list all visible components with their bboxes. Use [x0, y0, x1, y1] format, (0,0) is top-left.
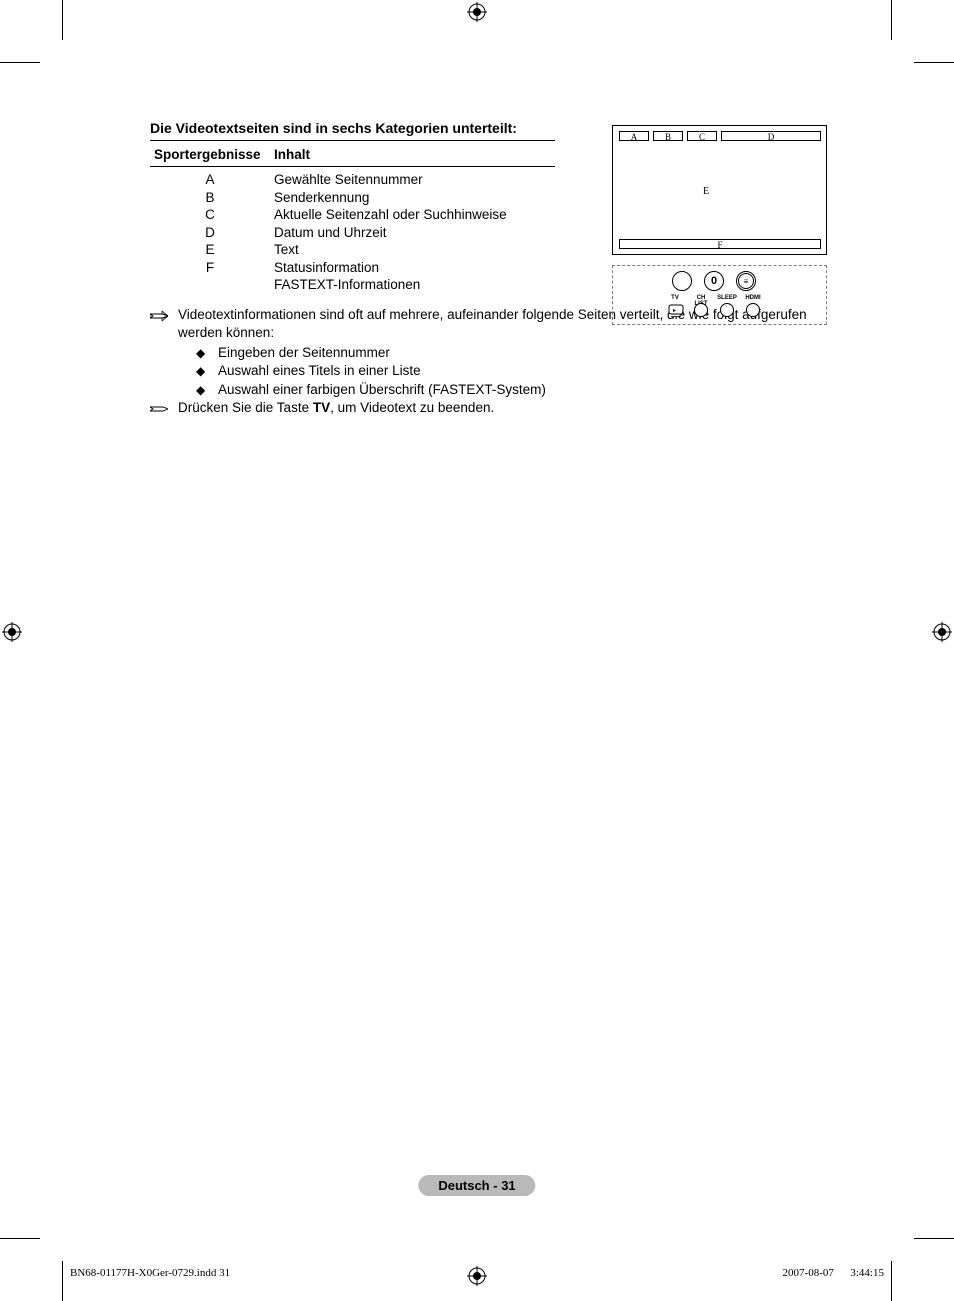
table-row: BSenderkennung — [150, 189, 555, 207]
remote-label-hdmi: HDMI — [742, 295, 764, 301]
page-number-badge: Deutsch - 31 — [418, 1175, 535, 1196]
note-item: Drücken Sie die Taste TV, um Videotext z… — [150, 399, 830, 419]
remote-label-tv: TV — [664, 295, 686, 301]
sub-text: Auswahl eines Titels in einer Liste — [218, 362, 421, 380]
table-row: FASTEXT-Informationen — [150, 276, 555, 294]
screen-layout-box: A B C D E F — [612, 125, 827, 255]
note-text: Drücken Sie die Taste TV, um Videotext z… — [178, 399, 830, 417]
cell-key: E — [150, 241, 270, 259]
cell-key — [150, 276, 270, 294]
crop-mark — [914, 1238, 954, 1239]
remote-button-teletext-icon: ≡ — [736, 271, 756, 291]
region-label-b: B — [653, 131, 683, 141]
region-label-e: E — [703, 186, 709, 197]
crop-mark — [62, 0, 63, 40]
crop-mark — [891, 1261, 892, 1301]
pointer-arrow-icon — [150, 399, 178, 419]
table-row: FStatusinformation — [150, 259, 555, 277]
table-row: EText — [150, 241, 555, 259]
cell-key: C — [150, 206, 270, 224]
cell-val: Aktuelle Seitenzahl oder Suchhinweise — [270, 206, 555, 224]
crop-mark — [914, 62, 954, 63]
diamond-bullet-icon: ◆ — [196, 344, 218, 361]
cell-key: A — [150, 167, 270, 189]
cell-val: Text — [270, 241, 555, 259]
table-row: DDatum und Uhrzeit — [150, 224, 555, 242]
remote-button-small — [720, 303, 734, 317]
remote-control-diagram: 0 ≡ TV CH LIST SLEEP HDMI — [612, 265, 827, 325]
cell-key: D — [150, 224, 270, 242]
categories-table: Sportergebnisse Inhalt AGewählte Seitenn… — [150, 143, 555, 294]
footer-timestamp: 2007-08-07 3:44:15 — [783, 1267, 884, 1279]
footer-filename: BN68-01177H-X0Ger-0729.indd 31 — [70, 1267, 230, 1279]
sub-item: ◆Auswahl einer farbigen Überschrift (FAS… — [196, 381, 830, 399]
table-header-col2: Inhalt — [270, 143, 555, 167]
region-label-a: A — [619, 131, 649, 141]
cell-key: B — [150, 189, 270, 207]
crop-mark — [891, 0, 892, 40]
sub-item: ◆Auswahl eines Titels in einer Liste — [196, 362, 830, 380]
region-label-f: F — [619, 239, 821, 249]
sub-item: ◆Eingeben der Seitennummer — [196, 344, 830, 362]
registration-mark-icon — [467, 2, 487, 22]
cell-key: F — [150, 259, 270, 277]
table-row: CAktuelle Seitenzahl oder Suchhinweise — [150, 206, 555, 224]
remote-button-zero: 0 — [704, 271, 724, 291]
table-row: AGewählte Seitennummer — [150, 167, 555, 189]
remote-button-small — [746, 303, 760, 317]
tv-key-bold: TV — [313, 400, 330, 415]
region-label-d: D — [721, 131, 821, 141]
crop-mark — [62, 1261, 63, 1301]
cell-val: FASTEXT-Informationen — [270, 276, 555, 294]
crop-mark — [0, 62, 40, 63]
crop-mark — [0, 1238, 40, 1239]
region-label-c: C — [687, 131, 717, 141]
cell-val: Senderkennung — [270, 189, 555, 207]
cell-val: Gewählte Seitennummer — [270, 167, 555, 189]
remote-label-sleep: SLEEP — [716, 295, 738, 301]
registration-mark-icon — [467, 1266, 487, 1286]
cell-val: Datum und Uhrzeit — [270, 224, 555, 242]
sub-list: ◆Eingeben der Seitennummer ◆Auswahl eine… — [196, 344, 830, 399]
sub-text: Eingeben der Seitennummer — [218, 344, 390, 362]
pointer-arrow-icon — [150, 306, 178, 326]
teletext-layout-diagram: A B C D E F 0 ≡ TV CH LIST SLEEP HDMI — [612, 125, 827, 325]
sub-text: Auswahl einer farbigen Überschrift (FAST… — [218, 381, 546, 399]
diamond-bullet-icon: ◆ — [196, 362, 218, 379]
registration-mark-icon — [932, 622, 952, 642]
registration-mark-icon — [2, 622, 22, 642]
table-header-col1: Sportergebnisse — [150, 143, 270, 167]
remote-button-blank — [672, 271, 692, 291]
diamond-bullet-icon: ◆ — [196, 381, 218, 398]
remote-tv-icon — [668, 303, 682, 317]
remote-button-small — [694, 303, 708, 317]
section-title: Die Videotextseiten sind in sechs Katego… — [150, 120, 555, 141]
cell-val: Statusinformation — [270, 259, 555, 277]
